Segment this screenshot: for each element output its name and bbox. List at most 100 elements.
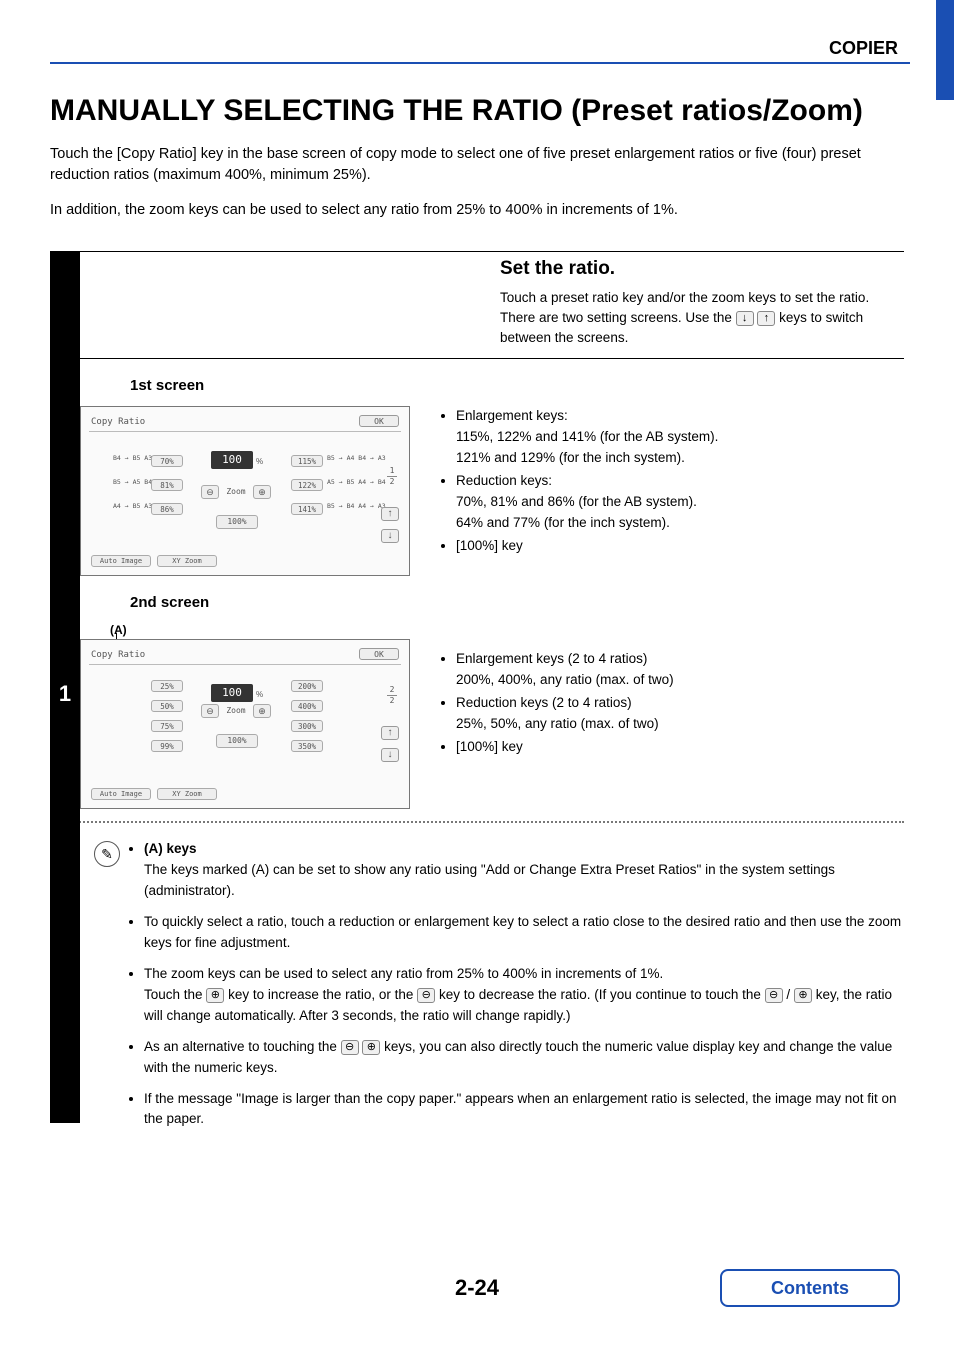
step-heading: Set the ratio. xyxy=(500,258,904,280)
a-keys-title: (A) keys xyxy=(144,841,197,856)
panel-bottom: Auto Image XY Zoom xyxy=(91,555,217,567)
intro-2: In addition, the zoom keys can be used t… xyxy=(50,200,904,221)
intro-1: Touch the [Copy Ratio] key in the base s… xyxy=(50,144,904,186)
page: COPIER MANUALLY SELECTING THE RATIO (Pre… xyxy=(0,0,954,1351)
page-indicator: 1 2 xyxy=(387,467,397,486)
reduction-button[interactable]: 99% xyxy=(151,740,183,752)
panel-title: Copy Ratio xyxy=(91,650,145,660)
step-number: 1 xyxy=(50,681,80,707)
zoom-minus-icon[interactable]: ⊖ xyxy=(201,704,219,718)
size-label: B5 → A4 B4 → A3 xyxy=(327,455,386,462)
nav-up-button[interactable]: ↑ xyxy=(381,507,399,521)
panel-title: Copy Ratio xyxy=(91,417,145,427)
header-tab xyxy=(936,0,954,100)
up-key-icon: ↑ xyxy=(757,311,775,326)
reduction-button[interactable]: 70% xyxy=(151,455,183,467)
note-2: To quickly select a ratio, touch a reduc… xyxy=(144,912,904,954)
note-a-keys: (A) keys The keys marked (A) can be set … xyxy=(144,839,904,902)
reduction-button[interactable]: 25% xyxy=(151,680,183,692)
hundred-button[interactable]: 100% xyxy=(216,734,258,748)
zoom-minus-icon: ⊖ xyxy=(417,988,435,1003)
zoom-group: ⊖ Zoom ⊕ xyxy=(201,704,271,718)
xy-zoom-button[interactable]: XY Zoom xyxy=(157,555,217,567)
body: 1 Set the ratio. Touch a preset ratio ke… xyxy=(50,251,904,1141)
ok-button[interactable]: OK xyxy=(359,648,399,660)
enlargement-button[interactable]: 122% xyxy=(291,479,323,491)
rule xyxy=(80,358,904,359)
page-number: 2-24 xyxy=(455,1275,499,1300)
note-3: The zoom keys can be used to select any … xyxy=(144,964,904,1027)
hundred-button[interactable]: 100% xyxy=(216,515,258,529)
zoom-minus-icon: ⊖ xyxy=(341,1040,359,1055)
enlargement-button[interactable]: 200% xyxy=(291,680,323,692)
zoom-plus-icon: ⊕ xyxy=(794,988,812,1003)
size-label: B5 → B4 A4 → A3 xyxy=(327,503,386,510)
frac-top: 1 xyxy=(387,467,397,475)
note-icon: ✎ xyxy=(94,841,120,867)
percent-label: % xyxy=(256,690,263,699)
panel-bottom: Auto Image XY Zoom xyxy=(91,788,217,800)
note-4: As an alternative to touching the ⊖ ⊕ ke… xyxy=(144,1037,904,1079)
notes-section: ✎ (A) keys The keys marked (A) can be se… xyxy=(94,839,904,1140)
panel-rule xyxy=(89,431,401,432)
zoom-plus-icon[interactable]: ⊕ xyxy=(253,485,271,499)
enlargement-button[interactable]: 115% xyxy=(291,455,323,467)
screen1-title: 1st screen xyxy=(130,377,904,394)
screen2-title: 2nd screen xyxy=(130,594,904,611)
zoom-label: Zoom xyxy=(219,704,253,718)
zoom-plus-icon: ⊕ xyxy=(206,988,224,1003)
enlargement-button[interactable]: 300% xyxy=(291,720,323,732)
nav-down-button[interactable]: ↓ xyxy=(381,529,399,543)
nav-up-button[interactable]: ↑ xyxy=(381,726,399,740)
screen2-bullets: Enlargement keys (2 to 4 ratios) 200%, 4… xyxy=(440,623,904,809)
size-label: A5 → B5 A4 → B4 xyxy=(327,479,386,486)
auto-image-button[interactable]: Auto Image xyxy=(91,788,151,800)
reduction-button[interactable]: 50% xyxy=(151,700,183,712)
contents-button[interactable]: Contents xyxy=(720,1269,900,1307)
zoom-minus-icon[interactable]: ⊖ xyxy=(201,485,219,499)
a-keys-body: The keys marked (A) can be set to show a… xyxy=(144,862,835,898)
zoom-minus-icon: ⊖ xyxy=(765,988,783,1003)
screen2-panel-col: (A) Copy Ratio OK 100 % 25% 50% 75% 99% … xyxy=(80,623,420,809)
nav-down-button[interactable]: ↓ xyxy=(381,748,399,762)
reduction-button[interactable]: 75% xyxy=(151,720,183,732)
note-5: If the message "Image is larger than the… xyxy=(144,1089,904,1131)
frac-top: 2 xyxy=(387,686,397,694)
step-header: Set the ratio. Touch a preset ratio key … xyxy=(80,252,904,359)
percent-label: % xyxy=(256,457,263,466)
note-3b-1: Touch the xyxy=(144,987,206,1002)
reduction-button[interactable]: 86% xyxy=(151,503,183,515)
bullet: [100%] key xyxy=(456,737,904,758)
frac-bot: 2 xyxy=(387,697,397,705)
ok-button[interactable]: OK xyxy=(359,415,399,427)
step-sub: Touch a preset ratio key and/or the zoom… xyxy=(500,288,904,349)
note-3a: The zoom keys can be used to select any … xyxy=(144,966,663,981)
enlargement-button[interactable]: 141% xyxy=(291,503,323,515)
xy-zoom-button[interactable]: XY Zoom xyxy=(157,788,217,800)
page-indicator: 2 2 xyxy=(387,686,397,705)
zoom-label: Zoom xyxy=(219,485,253,499)
dotted-rule xyxy=(52,821,904,823)
ratio-display[interactable]: 100 xyxy=(211,451,253,469)
bullet: Enlargement keys: 115%, 122% and 141% (f… xyxy=(456,406,904,469)
ratio-display[interactable]: 100 xyxy=(211,684,253,702)
panel-rule xyxy=(89,664,401,665)
reduction-button[interactable]: 81% xyxy=(151,479,183,491)
enlargement-button[interactable]: 350% xyxy=(291,740,323,752)
auto-image-button[interactable]: Auto Image xyxy=(91,555,151,567)
header-section: COPIER xyxy=(829,38,898,59)
header-rule xyxy=(50,62,910,64)
enlargement-button[interactable]: 400% xyxy=(291,700,323,712)
note-4a: As an alternative to touching the xyxy=(144,1039,341,1054)
content: Set the ratio. Touch a preset ratio key … xyxy=(80,251,904,1141)
bullet: Enlargement keys (2 to 4 ratios) 200%, 4… xyxy=(456,649,904,691)
note-3b-3: key to decrease the ratio. (If you conti… xyxy=(439,987,765,1002)
zoom-group: ⊖ Zoom ⊕ xyxy=(201,485,271,499)
screen1-panel-col: Copy Ratio OK 100 % B4 → B5 A3 → A4 70% … xyxy=(80,406,420,576)
slash: / xyxy=(786,987,790,1002)
page-title: MANUALLY SELECTING THE RATIO (Preset rat… xyxy=(50,92,904,130)
copy-ratio-panel-2: Copy Ratio OK 100 % 25% 50% 75% 99% 200%… xyxy=(80,639,410,809)
bullet: Reduction keys: 70%, 81% and 86% (for th… xyxy=(456,471,904,534)
note-3b-2: key to increase the ratio, or the xyxy=(228,987,417,1002)
zoom-plus-icon[interactable]: ⊕ xyxy=(253,704,271,718)
